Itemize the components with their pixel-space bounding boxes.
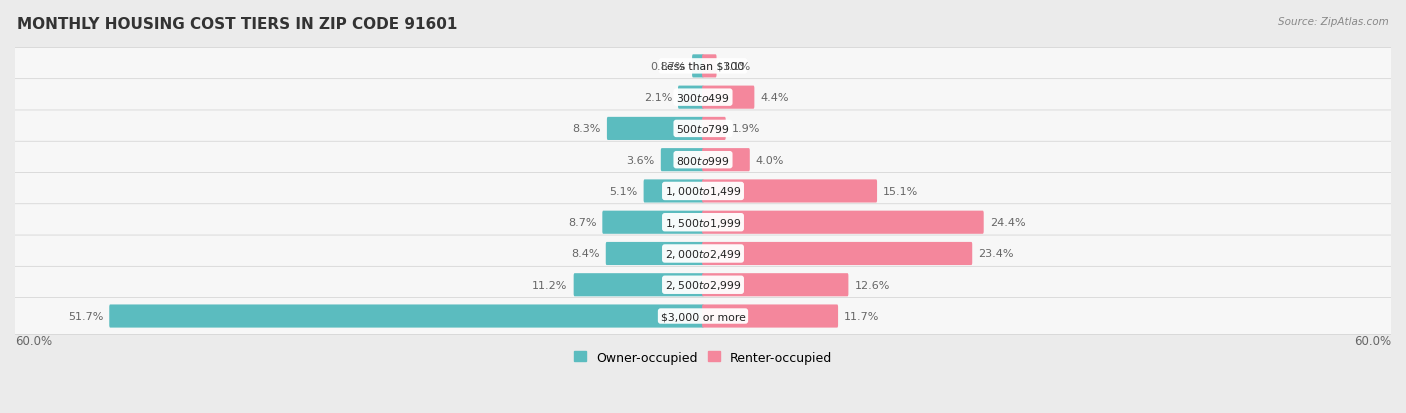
FancyBboxPatch shape [607, 118, 704, 141]
FancyBboxPatch shape [602, 211, 704, 234]
FancyBboxPatch shape [702, 180, 877, 203]
FancyBboxPatch shape [702, 86, 755, 109]
Text: $300 to $499: $300 to $499 [676, 92, 730, 104]
Text: Less than $300: Less than $300 [661, 62, 745, 72]
Text: $1,000 to $1,499: $1,000 to $1,499 [665, 185, 741, 198]
Text: 15.1%: 15.1% [883, 187, 918, 197]
FancyBboxPatch shape [7, 298, 1399, 335]
FancyBboxPatch shape [7, 235, 1399, 272]
Text: $500 to $799: $500 to $799 [676, 123, 730, 135]
FancyBboxPatch shape [7, 142, 1399, 179]
FancyBboxPatch shape [702, 305, 838, 328]
Text: $800 to $999: $800 to $999 [676, 154, 730, 166]
Text: 12.6%: 12.6% [855, 280, 890, 290]
FancyBboxPatch shape [110, 305, 704, 328]
Text: 4.0%: 4.0% [756, 155, 785, 165]
Text: 51.7%: 51.7% [67, 311, 103, 321]
FancyBboxPatch shape [574, 273, 704, 297]
Text: 0.87%: 0.87% [651, 62, 686, 72]
Text: $2,500 to $2,999: $2,500 to $2,999 [665, 279, 741, 292]
Text: 8.3%: 8.3% [572, 124, 600, 134]
Text: 8.4%: 8.4% [571, 249, 600, 259]
Legend: Owner-occupied, Renter-occupied: Owner-occupied, Renter-occupied [568, 346, 838, 369]
FancyBboxPatch shape [7, 267, 1399, 304]
Text: 1.9%: 1.9% [731, 124, 761, 134]
FancyBboxPatch shape [606, 242, 704, 266]
FancyBboxPatch shape [7, 80, 1399, 116]
FancyBboxPatch shape [7, 111, 1399, 147]
FancyBboxPatch shape [644, 180, 704, 203]
Text: 11.2%: 11.2% [533, 280, 568, 290]
Text: 2.1%: 2.1% [644, 93, 672, 103]
Text: 23.4%: 23.4% [979, 249, 1014, 259]
FancyBboxPatch shape [678, 86, 704, 109]
FancyBboxPatch shape [702, 242, 972, 266]
FancyBboxPatch shape [702, 149, 749, 172]
FancyBboxPatch shape [7, 204, 1399, 241]
FancyBboxPatch shape [702, 55, 717, 78]
Text: 60.0%: 60.0% [15, 335, 52, 347]
Text: $3,000 or more: $3,000 or more [661, 311, 745, 321]
Text: $2,000 to $2,499: $2,000 to $2,499 [665, 247, 741, 260]
FancyBboxPatch shape [702, 211, 984, 234]
Text: 24.4%: 24.4% [990, 218, 1025, 228]
Text: 60.0%: 60.0% [1354, 335, 1391, 347]
Text: Source: ZipAtlas.com: Source: ZipAtlas.com [1278, 17, 1389, 26]
Text: MONTHLY HOUSING COST TIERS IN ZIP CODE 91601: MONTHLY HOUSING COST TIERS IN ZIP CODE 9… [17, 17, 457, 31]
FancyBboxPatch shape [7, 48, 1399, 85]
FancyBboxPatch shape [702, 273, 848, 297]
FancyBboxPatch shape [661, 149, 704, 172]
Text: 1.1%: 1.1% [723, 62, 751, 72]
Text: 5.1%: 5.1% [609, 187, 638, 197]
Text: 8.7%: 8.7% [568, 218, 596, 228]
Text: 4.4%: 4.4% [761, 93, 789, 103]
FancyBboxPatch shape [692, 55, 704, 78]
FancyBboxPatch shape [7, 173, 1399, 210]
Text: 11.7%: 11.7% [844, 311, 879, 321]
FancyBboxPatch shape [702, 118, 725, 141]
Text: 3.6%: 3.6% [627, 155, 655, 165]
Text: $1,500 to $1,999: $1,500 to $1,999 [665, 216, 741, 229]
